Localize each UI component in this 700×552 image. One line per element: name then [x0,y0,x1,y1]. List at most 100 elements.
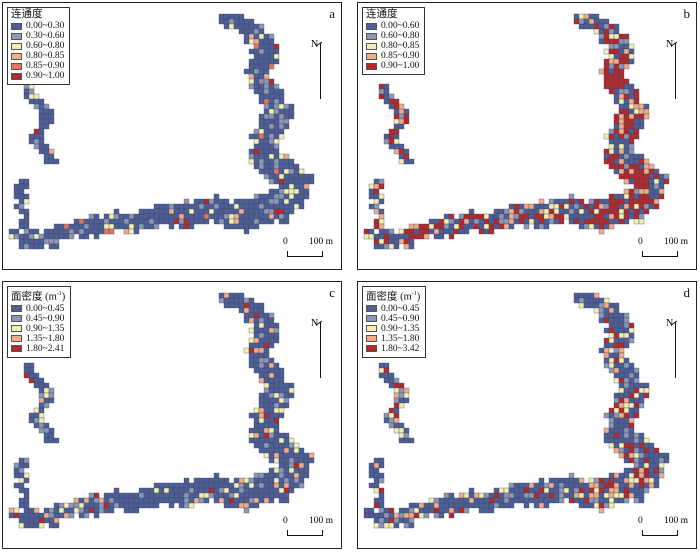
grid-cell [53,228,60,235]
legend-label: 0.85~0.90 [381,51,420,61]
grid-cell [303,467,310,474]
grid-cell [373,238,380,245]
grid-cell [283,402,290,409]
grid-cell [623,432,630,439]
grid-cell [618,497,625,504]
grid-cell [403,392,410,399]
grid-cell [608,198,615,205]
grid-cell [378,507,385,514]
grid-cell [618,487,625,494]
grid-cell [28,367,35,374]
grid-cell [183,218,190,225]
grid-cell [603,48,610,55]
grid-cell [108,497,115,504]
grid-cell [168,213,175,220]
legend-swatch [11,72,22,80]
grid-cell [438,218,445,225]
grid-cell [433,497,440,504]
grid-cell [448,223,455,230]
grid-cell [18,477,25,484]
grid-cell [298,457,305,464]
grid-cell [618,108,625,115]
grid-cell [578,213,585,220]
grid-cell [598,198,605,205]
grid-cell [253,492,260,499]
grid-cell [613,332,620,339]
grid-cell [248,317,255,324]
grid-cell [633,372,640,379]
grid-cell [78,507,85,514]
grid-cell [628,98,635,105]
grid-cell [633,367,640,374]
grid-cell [178,492,185,499]
grid-cell [38,407,45,414]
grid-cell [233,302,240,309]
grid-cell [628,93,635,100]
grid-cell [198,208,205,215]
grid-cell [413,502,420,509]
grid-cell [178,213,185,220]
grid-cell [603,327,610,334]
grid-cell [48,437,55,444]
grid-cell [198,198,205,205]
grid-cell [278,432,285,439]
grid-cell [93,507,100,514]
grid-cell [108,218,115,225]
grid-cell [383,362,390,369]
grid-cell [213,213,220,220]
grid-cell [613,88,620,95]
grid-cell [443,502,450,509]
grid-cell [388,377,395,384]
grid-cell [273,407,280,414]
grid-cell [233,492,240,499]
grid-cell [633,387,640,394]
grid-cell [468,487,475,494]
legend-item: 1.35~1.80 [11,334,65,344]
grid-cell [618,63,625,70]
scale-zero-b: 0 [638,237,643,247]
legend-swatch [366,345,377,352]
grid-cell [438,507,445,514]
grid-cell [633,113,640,120]
grid-cell [608,342,615,349]
grid-cell [603,412,610,419]
grid-cell [18,502,25,509]
grid-cell [93,218,100,225]
grid-cell [243,297,250,304]
grid-cell [603,342,610,349]
grid-cell [178,487,185,494]
grid-cell [628,367,635,374]
grid-cell [283,492,290,499]
grid-cell [393,417,400,424]
grid-cell [118,223,125,230]
grid-cell [623,447,630,454]
grid-cell [483,228,490,235]
grid-cell [653,477,660,484]
grid-cell [33,138,40,145]
grid-cell [83,218,90,225]
map-panel-c: 面密度 (m-1) 0.00~0.45 0.45~0.90 0.90~1.35 1.35… [2,281,342,549]
grid-cell [393,233,400,240]
grid-cell [643,457,650,464]
grid-cell [658,193,665,200]
grid-cell [383,83,390,90]
grid-cell [398,392,405,399]
grid-cell [208,477,215,484]
grid-cell [378,213,385,220]
grid-cell [393,377,400,384]
grid-cell [593,18,600,25]
grid-cell [33,238,40,245]
grid-cell [253,148,260,155]
grid-cell [258,362,265,369]
grid-cell [578,203,585,210]
scale-zero-d: 0 [638,516,643,526]
grid-cell [258,113,265,120]
grid-cell [578,18,585,25]
grid-cell [623,218,630,225]
grid-cell [588,502,595,509]
legend-title-d: 面密度 (m-1) [366,291,421,303]
grid-cell [273,327,280,334]
grid-cell [378,218,385,225]
grid-cell [208,492,215,499]
grid-cell [638,462,645,469]
